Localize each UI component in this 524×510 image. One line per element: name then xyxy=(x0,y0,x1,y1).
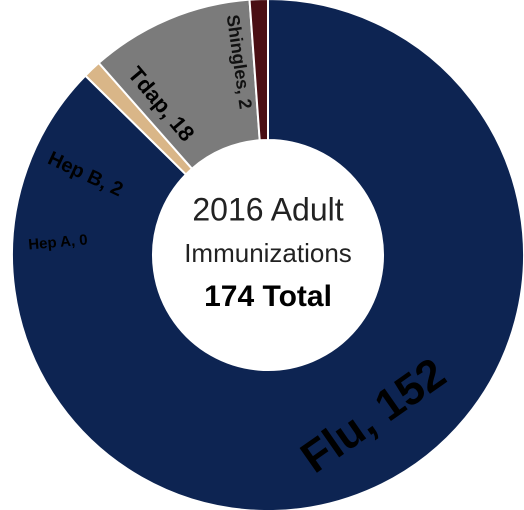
slice xyxy=(97,0,261,171)
center-title: 2016 Adult xyxy=(192,191,343,227)
slices xyxy=(11,0,524,510)
center-title: Immunizations xyxy=(184,238,352,268)
slice-label: Hep A, 0 xyxy=(28,231,89,253)
slice xyxy=(248,0,269,142)
center-total: 174 Total xyxy=(204,280,332,313)
